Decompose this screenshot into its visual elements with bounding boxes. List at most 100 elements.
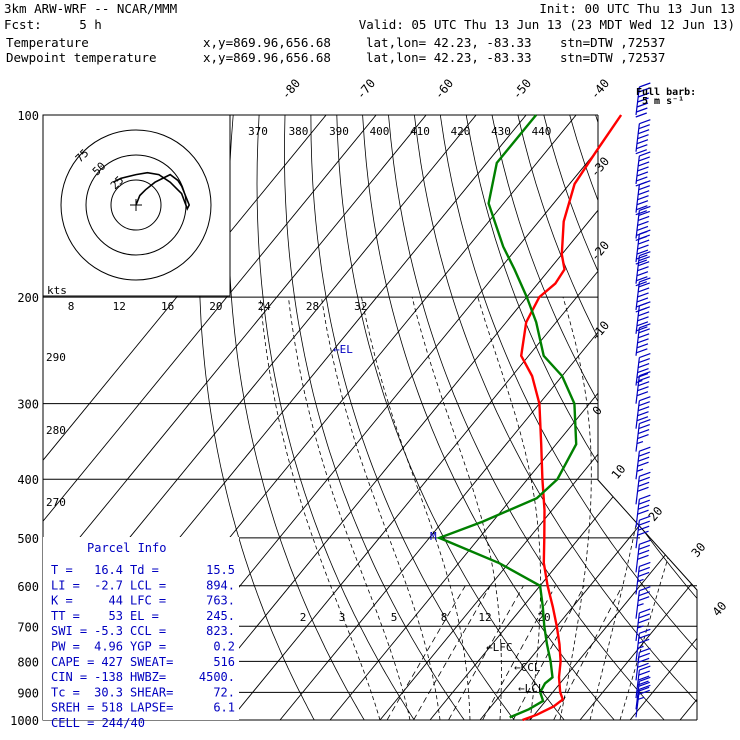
inner-axis-label-28: 28 xyxy=(306,300,319,313)
barb-flag xyxy=(636,271,649,277)
header: 3km ARW-WRF -- NCAR/MMM Init: 00 UTC Thu… xyxy=(4,1,735,65)
parcel-info-cell: 16.4 xyxy=(94,563,123,577)
hodograph-ring xyxy=(110,179,162,231)
parcel-info-cell: 516 xyxy=(213,655,235,669)
barb-flag xyxy=(637,411,649,417)
barb-flag xyxy=(637,166,649,172)
barb-flag xyxy=(636,107,648,113)
barb-flag xyxy=(638,87,650,93)
theta-label-430: 430 xyxy=(491,125,511,138)
mixing-ratio-line xyxy=(512,585,585,720)
barb-flag xyxy=(638,451,650,457)
isotherm-line xyxy=(379,115,697,720)
barb-flag xyxy=(638,185,650,191)
wind-barbs xyxy=(635,82,651,718)
barb-flag xyxy=(639,647,651,653)
barb-flag xyxy=(637,129,650,135)
dry-adiabat xyxy=(228,115,373,720)
wind-barb xyxy=(635,301,651,334)
barb-flag xyxy=(637,215,650,222)
barb-flag xyxy=(636,139,649,145)
pressure-tick-300: 300 xyxy=(17,398,39,412)
barb-flag xyxy=(639,371,651,377)
mixing-ratio-label-3: 3 xyxy=(339,611,346,624)
barb-flag xyxy=(637,287,650,293)
isotherm-line xyxy=(179,115,677,720)
parcel-info-cell: HWBZ= xyxy=(130,670,166,684)
barb-flag xyxy=(639,676,651,682)
barb-flag xyxy=(637,525,650,531)
moist-adiabat xyxy=(559,296,592,720)
parcel-info-cell: SWI = xyxy=(51,624,87,638)
barb-flag xyxy=(637,220,649,227)
barb-flag xyxy=(636,326,648,332)
isotherm-label-40: 40 xyxy=(710,599,730,619)
barb-half-flag xyxy=(636,440,644,445)
moist-adiabat xyxy=(589,297,660,720)
barb-flag xyxy=(637,333,650,339)
barb-flag xyxy=(638,476,650,482)
legend-temperature: Temperature xyxy=(6,35,89,50)
barb-flag xyxy=(637,530,649,536)
parcel-info-cell: -5.3 xyxy=(94,624,123,638)
barb-flag xyxy=(637,134,649,140)
inner-axis-label-16: 16 xyxy=(161,300,174,313)
station-readout-dew: stn=DTW ,72537 xyxy=(560,50,665,65)
pressure-tick-400: 400 xyxy=(17,473,39,487)
dry-adiabat xyxy=(256,115,424,720)
mixing-ratio-labels: 2 3 5 8 12 20 xyxy=(300,611,551,624)
barb-flag xyxy=(639,515,651,521)
xy-readout-dew: x,y=869.96,656.68 xyxy=(203,50,331,65)
isotherm-label-0: 0 xyxy=(590,403,605,418)
isotherm-line xyxy=(43,115,377,720)
barb-flag xyxy=(636,416,649,422)
pressure-axis: 100 200 300 400 500 600 700 800 900 1000 xyxy=(10,109,39,728)
barb-flag xyxy=(638,156,650,162)
barb-flag xyxy=(639,251,651,257)
moist-adiabat xyxy=(321,297,441,720)
inner-axis-label-12: 12 xyxy=(113,300,126,313)
dry-adiabat xyxy=(595,115,697,720)
parcel-info-cell: YGP = xyxy=(130,640,166,654)
isotherm-label-30: 30 xyxy=(689,540,709,560)
barb-flag xyxy=(639,396,651,402)
barb-flag xyxy=(639,151,651,157)
isotherm-line xyxy=(479,115,697,720)
barb-flag xyxy=(637,362,650,369)
dry-adiabat xyxy=(439,115,697,720)
isotherm-label-10: 10 xyxy=(609,462,629,482)
dry-adiabat xyxy=(672,115,697,720)
barb-flag xyxy=(636,276,648,282)
wind-barb xyxy=(635,180,651,216)
barb-flag xyxy=(639,82,651,88)
barb-flag xyxy=(637,92,650,98)
barb-flag xyxy=(638,544,650,550)
parcel-info-cell: 245. xyxy=(206,609,235,623)
wind-barb xyxy=(635,684,651,718)
pressure-tick-800: 800 xyxy=(17,655,39,669)
barb-flag xyxy=(639,684,651,690)
dry-adiabat xyxy=(362,115,626,720)
wind-barb xyxy=(635,82,651,118)
dry-adiabat xyxy=(198,115,322,720)
isotherm-line xyxy=(43,115,427,720)
wind-barb xyxy=(635,396,651,429)
barb-flag xyxy=(638,520,650,526)
wind-barb xyxy=(635,628,651,662)
temperature-profile xyxy=(519,114,623,722)
parcel-info-cell: 823. xyxy=(206,624,235,638)
mixing-ratio-line xyxy=(413,585,491,720)
parcel-info-cell: LFC = xyxy=(130,594,166,608)
theta-label-390: 390 xyxy=(329,125,349,138)
theta-label-400: 400 xyxy=(370,125,390,138)
parcel-info-cell: CIN = xyxy=(51,670,87,684)
parcel-info-cell: TT = xyxy=(51,609,80,623)
wind-barb xyxy=(635,471,651,505)
theta-label-440: 440 xyxy=(532,125,552,138)
barb-flag xyxy=(637,97,649,103)
parcel-info-cell: CAPE = xyxy=(51,655,94,669)
barb-legend-units: 5 m s⁻¹ xyxy=(642,96,684,107)
dry-adiabat xyxy=(646,115,697,720)
